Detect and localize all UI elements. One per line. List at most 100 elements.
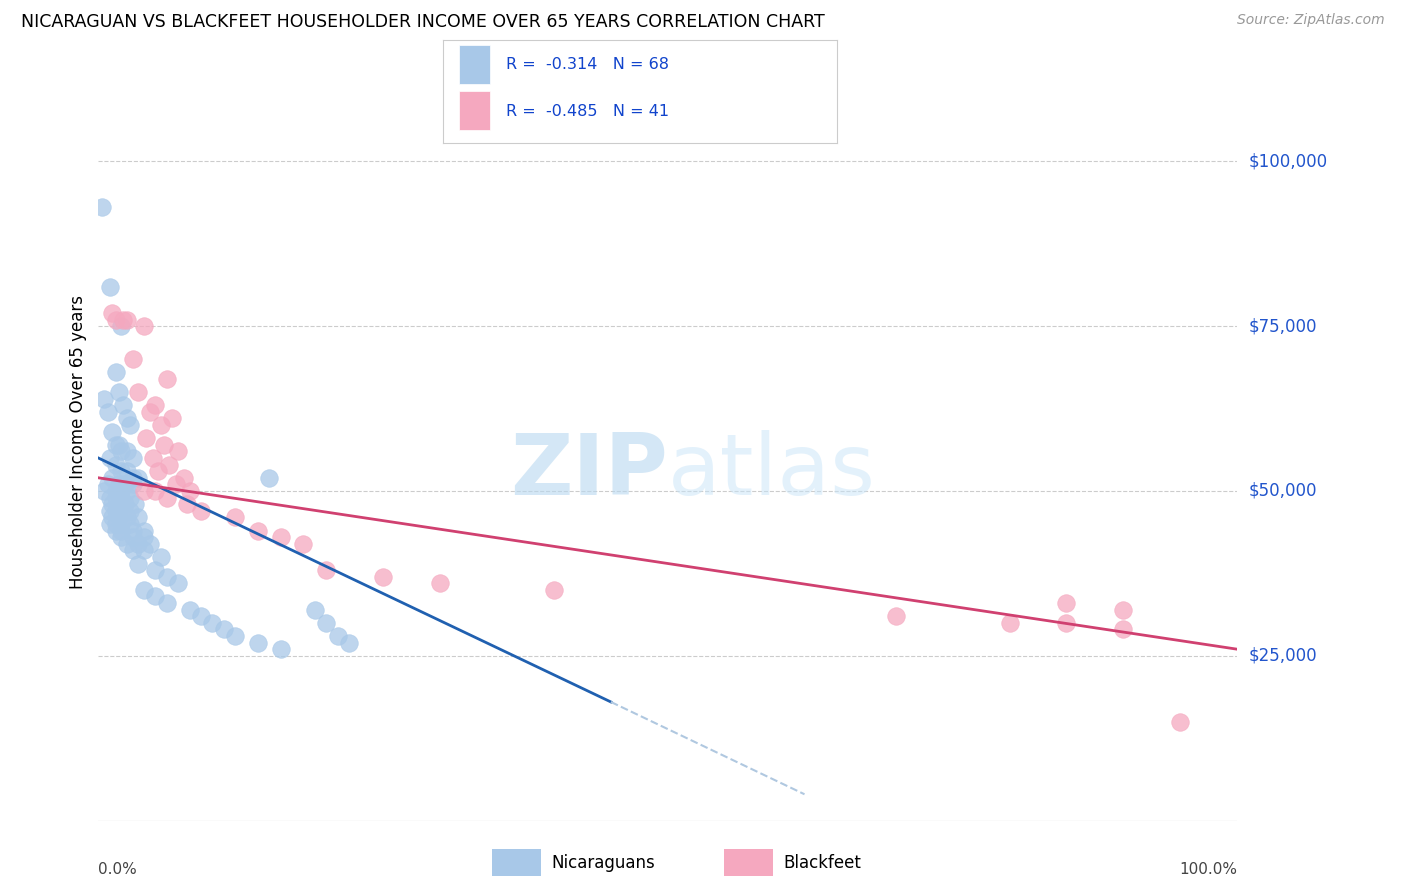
Point bbox=[115, 483, 138, 498]
Point bbox=[110, 524, 132, 538]
Point bbox=[179, 602, 201, 616]
Text: $25,000: $25,000 bbox=[1249, 647, 1317, 665]
Point bbox=[998, 615, 1021, 630]
Point bbox=[127, 385, 149, 400]
Point bbox=[104, 365, 127, 379]
Point bbox=[156, 570, 179, 584]
Point bbox=[315, 615, 337, 630]
Point bbox=[543, 582, 565, 597]
Point bbox=[110, 504, 132, 518]
Point bbox=[132, 319, 155, 334]
Point bbox=[150, 418, 173, 433]
Point bbox=[138, 405, 160, 419]
Point bbox=[224, 510, 246, 524]
Point bbox=[150, 549, 173, 564]
Point bbox=[121, 450, 143, 465]
Point bbox=[1112, 623, 1135, 637]
Point bbox=[104, 524, 127, 538]
Point bbox=[115, 411, 138, 425]
Text: R =  -0.485   N = 41: R = -0.485 N = 41 bbox=[506, 104, 669, 120]
Point bbox=[132, 582, 155, 597]
Point bbox=[259, 471, 281, 485]
Point bbox=[127, 557, 149, 571]
Point bbox=[246, 635, 269, 649]
Point bbox=[110, 483, 132, 498]
Point bbox=[115, 510, 138, 524]
Point bbox=[120, 491, 142, 505]
Point bbox=[157, 458, 180, 472]
Y-axis label: Householder Income Over 65 years: Householder Income Over 65 years bbox=[69, 294, 87, 589]
Point bbox=[146, 464, 169, 478]
Point bbox=[90, 201, 112, 215]
Point bbox=[115, 444, 138, 458]
Point bbox=[304, 602, 326, 616]
Text: $50,000: $50,000 bbox=[1249, 482, 1317, 500]
Point bbox=[104, 312, 127, 326]
Point bbox=[98, 491, 121, 505]
Point bbox=[429, 576, 451, 591]
Point bbox=[190, 609, 212, 624]
Point bbox=[96, 405, 118, 419]
Point bbox=[135, 431, 157, 445]
Point bbox=[132, 483, 155, 498]
Point bbox=[101, 497, 124, 511]
Point bbox=[104, 458, 127, 472]
Point bbox=[110, 491, 132, 505]
Point bbox=[127, 471, 149, 485]
Point bbox=[108, 497, 131, 511]
Point bbox=[96, 477, 118, 491]
Point bbox=[884, 609, 907, 624]
Point bbox=[165, 477, 187, 491]
Point bbox=[104, 483, 127, 498]
Point bbox=[121, 524, 143, 538]
Point bbox=[110, 319, 132, 334]
Point bbox=[124, 497, 146, 511]
Point bbox=[121, 471, 143, 485]
Point bbox=[145, 398, 167, 412]
Point bbox=[121, 543, 143, 558]
Point bbox=[115, 537, 138, 551]
Point bbox=[173, 471, 195, 485]
Text: NICARAGUAN VS BLACKFEET HOUSEHOLDER INCOME OVER 65 YEARS CORRELATION CHART: NICARAGUAN VS BLACKFEET HOUSEHOLDER INCO… bbox=[21, 13, 825, 31]
Text: Nicaraguans: Nicaraguans bbox=[551, 854, 655, 871]
Point bbox=[104, 516, 127, 531]
Point bbox=[121, 530, 143, 544]
Point bbox=[108, 438, 131, 452]
Text: atlas: atlas bbox=[668, 430, 876, 514]
Point bbox=[142, 450, 165, 465]
Point bbox=[270, 530, 292, 544]
Point bbox=[108, 510, 131, 524]
Point bbox=[292, 537, 315, 551]
Point bbox=[114, 497, 136, 511]
Point bbox=[176, 497, 198, 511]
Text: ZIP: ZIP bbox=[510, 430, 668, 514]
Point bbox=[156, 596, 179, 610]
Point bbox=[108, 477, 131, 491]
Point bbox=[98, 450, 121, 465]
Point bbox=[162, 411, 184, 425]
Point bbox=[115, 312, 138, 326]
Point bbox=[246, 524, 269, 538]
Point bbox=[337, 635, 360, 649]
FancyBboxPatch shape bbox=[458, 45, 491, 84]
Point bbox=[326, 629, 349, 643]
Point bbox=[371, 570, 394, 584]
Text: Source: ZipAtlas.com: Source: ZipAtlas.com bbox=[1237, 13, 1385, 28]
Point bbox=[167, 444, 190, 458]
Point bbox=[104, 491, 127, 505]
Point bbox=[127, 510, 149, 524]
Point bbox=[112, 312, 135, 326]
Point bbox=[110, 464, 132, 478]
Point bbox=[101, 425, 124, 439]
Point bbox=[93, 392, 115, 406]
Point bbox=[120, 516, 142, 531]
Point bbox=[167, 576, 190, 591]
Point bbox=[98, 504, 121, 518]
Point bbox=[104, 504, 127, 518]
Point bbox=[101, 471, 124, 485]
Point bbox=[1056, 615, 1078, 630]
Point bbox=[190, 504, 212, 518]
Point bbox=[201, 615, 224, 630]
Point bbox=[212, 623, 235, 637]
Point bbox=[120, 418, 142, 433]
